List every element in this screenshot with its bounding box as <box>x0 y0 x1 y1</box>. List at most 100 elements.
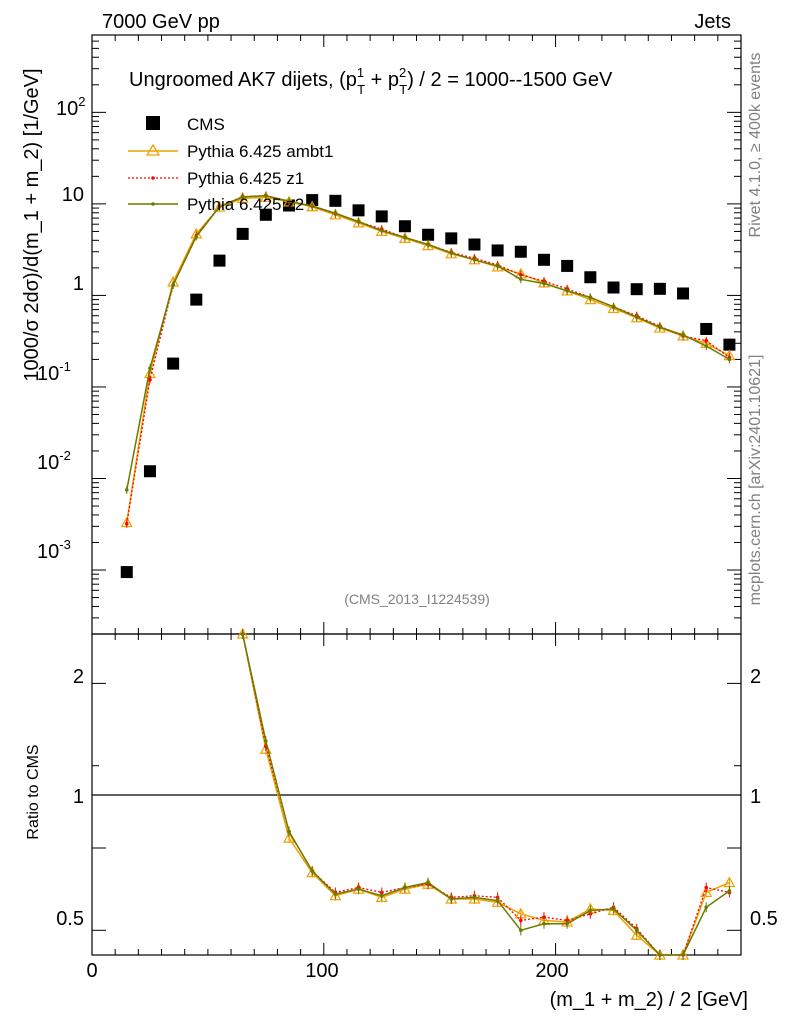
y-tick-1e-1: 10-1 <box>37 359 71 385</box>
pythia-6-425-z2-ratio-point <box>449 897 454 901</box>
tick-marks <box>91 34 742 955</box>
pythia-6-425-z1-ratio-point <box>519 918 523 923</box>
pythia-6-425-z2-data-point <box>264 193 268 198</box>
pythia-6-425-z2-ratio-point <box>472 895 477 900</box>
legend-marker-z2 <box>151 202 155 206</box>
analysis-id: (CMS_2013_I1224539) <box>344 591 490 607</box>
title-part-3: ) / 2 = 1000--1500 GeV <box>407 69 613 91</box>
cms-data-point <box>306 194 319 207</box>
pythia-6-425-z2-data-point <box>426 242 430 247</box>
cms-data-point <box>700 322 713 335</box>
pythia-6-425-z2-ratio-point <box>310 869 314 873</box>
pythia-6-425-z2-data-point <box>495 264 500 268</box>
svg-text:Ungroomed AK7 dijets, (p1T + p: Ungroomed AK7 dijets, (p1 T + p2 T) / 2 = … <box>129 65 613 97</box>
y-tick-1e-3: 10-3 <box>37 537 71 563</box>
svg-text:10-2: 10-2 <box>37 448 71 474</box>
ratio-y-tick-2-right: 2 <box>750 666 761 688</box>
pythia-6-425-ambt1-ratio-point <box>375 891 388 902</box>
rivet-label: Rivet 4.1.0, ≥ 400k events <box>747 53 764 238</box>
x-tick-100: 100 <box>305 960 338 982</box>
cms-data-point <box>445 232 458 245</box>
pythia-6-425-z2-ratio-point <box>240 632 245 636</box>
pythia-6-425-z2-data-point <box>356 219 361 224</box>
pythia-6-425-z2-ratio-point <box>495 898 500 903</box>
y-tick-10: 10 <box>62 184 84 206</box>
title-sub-2: T <box>399 82 407 97</box>
ratio-y-tick-1: 1 <box>73 786 84 808</box>
svg-text:102: 102 <box>56 94 85 120</box>
pythia-6-425-z1-data-point <box>148 377 152 382</box>
y-axis-label-ratio: Ratio to CMS <box>25 744 42 839</box>
pythia-6-425-z2-ratio-point <box>542 921 546 926</box>
cms-data-point <box>398 220 411 233</box>
cms-data-point <box>329 194 342 207</box>
pythia-6-425-z2-ratio-point <box>333 892 338 896</box>
pythia-6-425-z2-ratio-point <box>611 907 616 911</box>
pythia-6-425-z2-data-point <box>310 204 314 208</box>
legend-label-z1: Pythia 6.425 z1 <box>187 169 304 188</box>
pythia-6-425-z2-ratio-point <box>634 928 639 933</box>
cms-data-point <box>375 210 388 223</box>
ratio-y-tick-2: 2 <box>73 666 84 688</box>
title-part-1: Ungroomed AK7 dijets, (p <box>129 69 357 91</box>
legend-label-z2: Pythia 6.425 z2 <box>187 195 304 214</box>
cms-data-point <box>143 465 156 478</box>
cms-data-point <box>584 271 597 284</box>
cms-data-point <box>537 253 550 266</box>
pythia-6-425-z2-data-point <box>287 199 291 203</box>
x-axis-label: (m_1 + m_2) / 2 [GeV] <box>550 989 748 1011</box>
legend-marker-ambt1 <box>145 143 161 156</box>
pythia-6-425-z2-data-point <box>148 366 152 371</box>
legend-marker-z1 <box>151 176 155 180</box>
pythia-6-425-z2-ratio-point <box>681 953 685 957</box>
title-sup-2: 2 <box>399 65 406 80</box>
pythia-6-425-z2-ratio-point <box>356 887 361 891</box>
cms-data-point <box>167 357 180 370</box>
pythia-6-425-z2-data-point <box>333 211 338 216</box>
pythia-6-425-z2-data-point <box>240 195 245 199</box>
pythia-6-425-z2-data-point <box>403 235 407 240</box>
ratio-y-tick-1-right: 1 <box>750 786 761 808</box>
cms-data-point <box>491 244 504 257</box>
mcplots-label: mcplots.cern.ch [arXiv:2401.10621] <box>747 355 764 606</box>
cms-data-point <box>468 238 481 251</box>
pythia-6-425-z2-data-point <box>681 333 685 337</box>
cms-data-point <box>190 293 203 306</box>
pythia-6-425-z2-data-point <box>472 257 477 262</box>
pythia-6-425-z2-ratio-point <box>426 880 430 885</box>
pythia-6-425-z2-data-point <box>217 204 222 209</box>
pythia-6-425-z2-ratio-point <box>403 885 407 890</box>
pythia-6-425-z2-ratio-point <box>379 893 384 898</box>
pythia-6-425-ambt1-ratio-point <box>329 889 342 901</box>
pythia-6-425-ambt1-ratio-point <box>700 886 713 898</box>
pythia-6-425-z2-data-point <box>519 277 523 282</box>
cms-data-point <box>653 282 666 295</box>
pythia-6-425-z2-ratio-point <box>565 921 569 926</box>
pythia-6-425-ambt1-ratio-line <box>241 633 730 956</box>
pythia-6-425-z2-data-point <box>379 228 384 233</box>
title-part-2: + p <box>365 69 399 91</box>
pythia-6-425-ambt1-ratio-point <box>491 896 504 907</box>
svg-text:10-1: 10-1 <box>37 359 71 385</box>
pythia-6-425-ambt1-ratio-point <box>306 866 319 878</box>
pythia-6-425-z2-data-point <box>588 295 593 300</box>
cms-data-point <box>236 227 249 240</box>
ratio-y-tick-0.5: 0.5 <box>56 908 84 930</box>
cms-data-point <box>352 204 365 217</box>
cms-data-point <box>630 283 643 296</box>
title-sup-1: 1 <box>357 65 364 80</box>
y-axis-label-main: 1000/σ 2dσ)/d(m_1 + m_2) [1/GeV] <box>21 68 43 381</box>
pythia-6-425-z1-data-point <box>519 272 523 277</box>
main-series-layer <box>120 191 736 579</box>
ratio-y-tick-0.5-right: 0.5 <box>750 908 778 930</box>
pythia-6-425-z1-data-point <box>704 338 709 343</box>
cms-data-point <box>120 566 133 579</box>
pythia-6-425-z2-data-point <box>449 251 454 255</box>
legend: CMS Pythia 6.425 ambt1 Pythia 6.425 z1 P… <box>128 115 333 214</box>
pythia-6-425-z1-ratio-point <box>704 885 709 890</box>
cms-data-point <box>514 245 527 258</box>
pythia-6-425-z2-data-point <box>171 283 175 287</box>
y-tick-1e2: 102 <box>56 94 85 120</box>
pythia-6-425-z2-data-point <box>704 344 709 348</box>
